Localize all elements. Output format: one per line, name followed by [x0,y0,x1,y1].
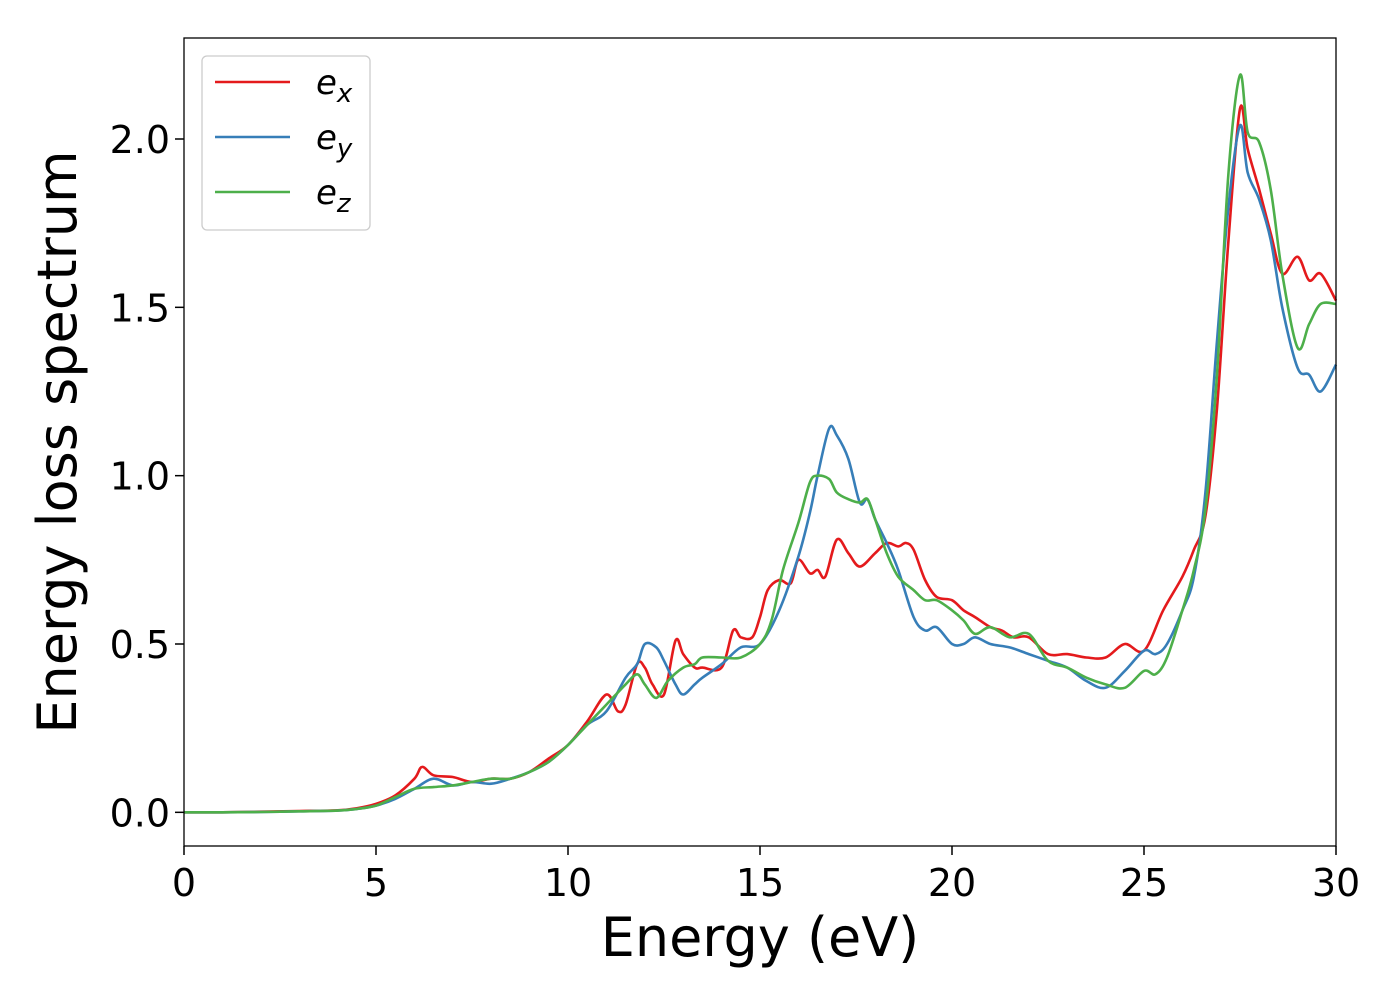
x-tick-label: 20 [928,861,976,905]
legend-box [201,55,371,231]
y-tick-label: 2.0 [110,118,170,162]
x-tick-label: 30 [1312,861,1360,905]
y-tick-label: 0.0 [110,791,170,835]
legend-label-ex: ex [316,63,353,109]
x-tick-label: 0 [172,861,196,905]
x-tick-label: 25 [1120,861,1168,905]
x-tick-label: 10 [544,861,592,905]
y-tick-label: 0.5 [110,623,170,667]
plot-frame [183,37,1337,847]
y-tick-label: 1.5 [110,286,170,330]
series-layer [183,73,1338,814]
legend-label-ey: ey [316,118,353,164]
x-tick-label: 15 [736,861,784,905]
plot-background [184,38,1336,846]
y-tick-label: 1.0 [110,455,170,499]
series-line-ey [183,124,1338,814]
x-axis-label: Energy (eV) [601,906,920,969]
x-tick-label: 5 [364,861,388,905]
series-line-ez [183,73,1337,814]
y-axis-label: Energy loss spectrum [26,150,89,733]
tick-layer: 0 5 10 15 20 25 30 0.0 0.5 1.0 1.5 2.0 [110,118,1361,905]
